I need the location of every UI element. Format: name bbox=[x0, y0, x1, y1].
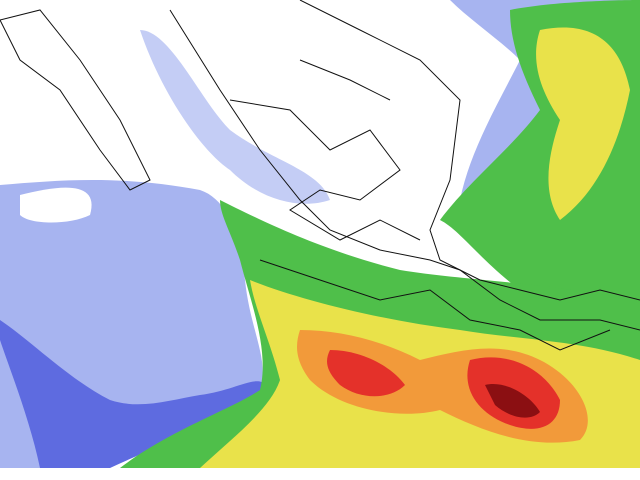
gulf-coast bbox=[299, 0, 640, 301]
pacific-coast bbox=[169, 9, 640, 331]
intense-rain-west bbox=[327, 350, 405, 397]
light-rain-land bbox=[140, 30, 330, 204]
rain-band-blue bbox=[0, 320, 270, 468]
borders bbox=[0, 0, 640, 351]
extreme-rain bbox=[485, 384, 540, 418]
baja-california bbox=[0, 9, 151, 191]
state-borders bbox=[229, 59, 611, 351]
bottom-margin bbox=[0, 468, 640, 480]
heavy-rain-gulf bbox=[536, 27, 630, 220]
dry-patch bbox=[20, 187, 92, 223]
